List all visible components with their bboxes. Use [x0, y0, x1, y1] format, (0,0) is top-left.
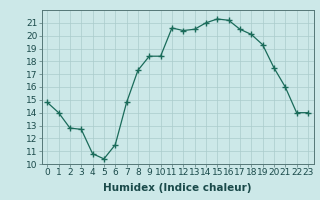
X-axis label: Humidex (Indice chaleur): Humidex (Indice chaleur)	[103, 183, 252, 193]
